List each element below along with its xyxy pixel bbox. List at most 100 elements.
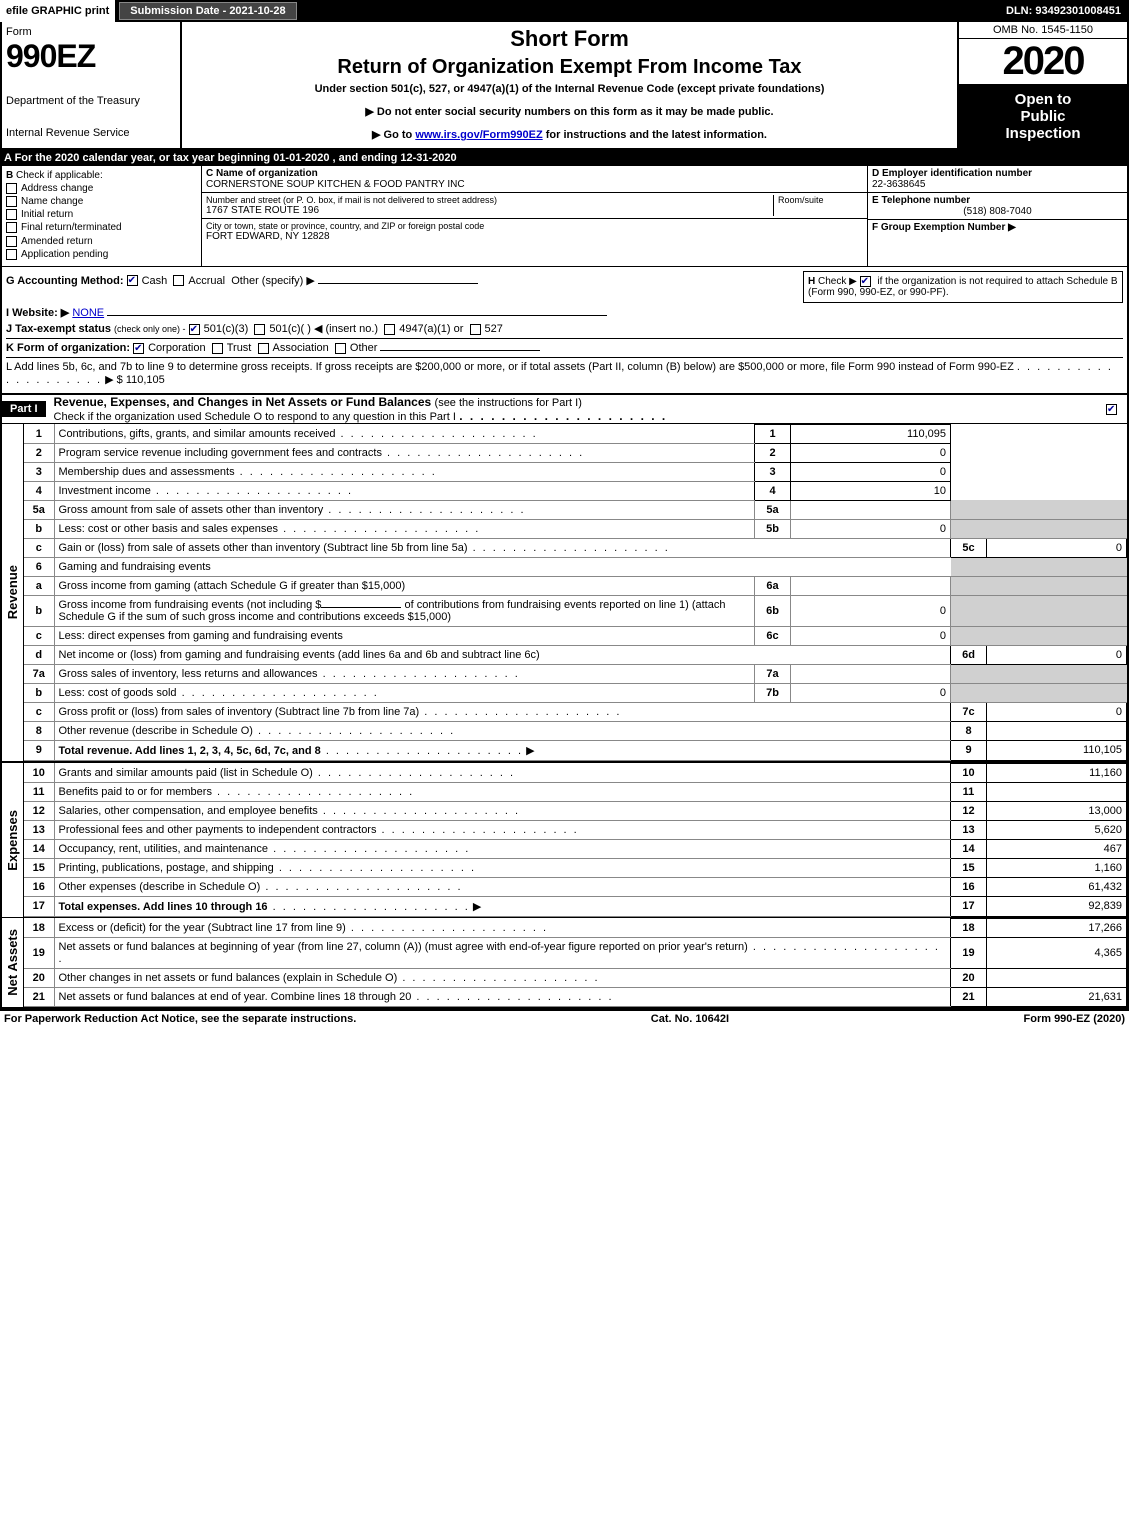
line-6b: bGross income from fundraising events (n…	[24, 595, 1127, 626]
line7b-text: Less: cost of goods sold	[59, 687, 177, 699]
g-label: G Accounting Method:	[6, 275, 124, 287]
cb-address-change[interactable]	[6, 183, 17, 194]
footer-form-number: 990-EZ	[1054, 1013, 1090, 1025]
line14-value: 467	[987, 839, 1127, 858]
line8-text: Other revenue (describe in Schedule O)	[59, 725, 253, 737]
bullet-no-ssn: ▶ Do not enter social security numbers o…	[186, 105, 953, 118]
cb-trust[interactable]	[212, 343, 223, 354]
j-527: 527	[485, 323, 503, 335]
city-value: FORT EDWARD, NY 12828	[206, 231, 863, 242]
line17-value: 92,839	[987, 896, 1127, 916]
cb-corporation[interactable]	[133, 343, 144, 354]
k-corp: Corporation	[148, 342, 205, 354]
line5c-text: Gain or (loss) from sale of assets other…	[59, 542, 468, 554]
form-number: 990EZ	[6, 38, 176, 75]
cb-k-other[interactable]	[335, 343, 346, 354]
line5c-value: 0	[987, 538, 1127, 557]
cb-part1-schedule-o[interactable]	[1106, 404, 1117, 415]
cb-501c[interactable]	[254, 324, 265, 335]
j-sub: (check only one) -	[114, 324, 186, 334]
k-other: Other	[350, 342, 378, 354]
line6d-text: Net income or (loss) from gaming and fun…	[59, 649, 540, 661]
dept-irs: Internal Revenue Service	[6, 127, 176, 139]
line12-text: Salaries, other compensation, and employ…	[59, 805, 318, 817]
section-c-org-info: C Name of organization CORNERSTONE SOUP …	[202, 166, 867, 266]
k-other-input[interactable]	[380, 350, 540, 351]
cb-amended-label: Amended return	[21, 236, 93, 247]
line-6c: cLess: direct expenses from gaming and f…	[24, 626, 1127, 645]
page-footer: For Paperwork Reduction Act Notice, see …	[0, 1009, 1129, 1027]
g-accrual: Accrual	[188, 275, 225, 287]
cb-pending-label: Application pending	[21, 249, 108, 260]
cb-initial-return[interactable]	[6, 209, 17, 220]
line-17: 17Total expenses. Add lines 10 through 1…	[24, 896, 1127, 916]
h-box: H Check ▶ if the organization is not req…	[803, 271, 1123, 303]
line19-value: 4,365	[987, 937, 1127, 968]
cb-final-label: Final return/terminated	[21, 223, 122, 234]
cb-527[interactable]	[470, 324, 481, 335]
form-word: Form	[6, 26, 176, 38]
k-assoc: Association	[273, 342, 329, 354]
cb-4947[interactable]	[384, 324, 395, 335]
line-8: 8Other revenue (describe in Schedule O)8	[24, 721, 1127, 740]
b-label: B	[6, 170, 13, 181]
line18-value: 17,266	[987, 918, 1127, 937]
line-4: 4Investment income410	[24, 481, 1127, 500]
cb-association[interactable]	[258, 343, 269, 354]
netassets-table: 18Excess or (deficit) for the year (Subt…	[24, 918, 1127, 1007]
line9-value: 110,105	[987, 740, 1127, 760]
line12-value: 13,000	[987, 801, 1127, 820]
line6d-value: 0	[987, 645, 1127, 664]
line3-text: Membership dues and assessments	[59, 466, 235, 478]
line21-text: Net assets or fund balances at end of ye…	[59, 991, 412, 1003]
line10-text: Grants and similar amounts paid (list in…	[59, 767, 313, 779]
header-right: OMB No. 1545-1150 2020 Open to Public In…	[957, 22, 1127, 148]
website-link[interactable]: NONE	[72, 307, 104, 319]
i-website-label: I Website: ▶	[6, 307, 69, 319]
street-label: Number and street (or P. O. box, if mail…	[206, 195, 773, 205]
line18-text: Excess or (deficit) for the year (Subtra…	[59, 922, 346, 934]
line-19: 19Net assets or fund balances at beginni…	[24, 937, 1127, 968]
footer-right-post: (2020)	[1090, 1013, 1125, 1025]
line-7c: cGross profit or (loss) from sales of in…	[24, 702, 1127, 721]
b-text: Check if applicable:	[16, 170, 103, 181]
section-b: B Check if applicable: Address change Na…	[0, 166, 1129, 267]
line6b-blank[interactable]	[321, 607, 401, 608]
line7c-value: 0	[987, 702, 1127, 721]
dln-label: DLN: 93492301008451	[1006, 5, 1129, 17]
efile-label[interactable]: efile GRAPHIC print	[0, 0, 115, 22]
g-other-input[interactable]	[318, 283, 478, 284]
part1-check-text: Check if the organization used Schedule …	[54, 411, 456, 423]
line4-text: Investment income	[59, 485, 151, 497]
line9-arrow: ▶	[526, 745, 534, 757]
irs-link[interactable]: www.irs.gov/Form990EZ	[415, 129, 542, 141]
section-d-e-f: D Employer identification number 22-3638…	[867, 166, 1127, 266]
bullet-goto: ▶ Go to www.irs.gov/Form990EZ for instru…	[186, 128, 953, 141]
cb-h-check[interactable]	[860, 276, 871, 287]
line1-value: 110,095	[791, 424, 951, 443]
f-group-label: F Group Exemption Number ▶	[872, 222, 1016, 233]
line-21: 21Net assets or fund balances at end of …	[24, 987, 1127, 1006]
l-value: 110,105	[126, 374, 165, 386]
cb-application-pending[interactable]	[6, 249, 17, 260]
cb-cash[interactable]	[127, 275, 138, 286]
part1-tag: Part I	[2, 401, 46, 417]
cb-accrual[interactable]	[173, 275, 184, 286]
cb-name-change[interactable]	[6, 196, 17, 207]
open-line2: Public	[961, 108, 1125, 125]
line17-text: Total expenses. Add lines 10 through 16	[59, 901, 268, 913]
line-12: 12Salaries, other compensation, and empl…	[24, 801, 1127, 820]
line11-text: Benefits paid to or for members	[59, 786, 212, 798]
j-label: J Tax-exempt status	[6, 323, 111, 335]
cb-501c3[interactable]	[189, 324, 200, 335]
line-18: 18Excess or (deficit) for the year (Subt…	[24, 918, 1127, 937]
line10-value: 11,160	[987, 763, 1127, 782]
line11-value	[987, 782, 1127, 801]
cb-final-return[interactable]	[6, 222, 17, 233]
cb-amended-return[interactable]	[6, 236, 17, 247]
line-6: 6Gaming and fundraising events	[24, 557, 1127, 576]
footer-cat-no: Cat. No. 10642I	[651, 1013, 729, 1025]
line5b-text: Less: cost or other basis and sales expe…	[59, 523, 279, 535]
line13-value: 5,620	[987, 820, 1127, 839]
top-bar: efile GRAPHIC print Submission Date - 20…	[0, 0, 1129, 22]
